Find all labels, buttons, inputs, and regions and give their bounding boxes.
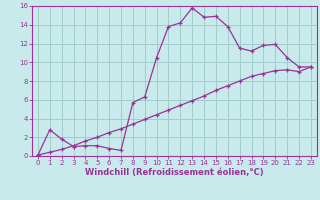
X-axis label: Windchill (Refroidissement éolien,°C): Windchill (Refroidissement éolien,°C) <box>85 168 264 177</box>
